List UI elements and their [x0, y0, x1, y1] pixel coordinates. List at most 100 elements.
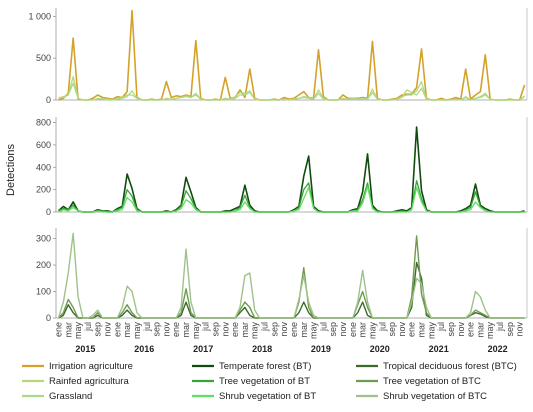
x-tick-label: jul	[260, 322, 270, 332]
legend-label: Rainfed agricultura	[49, 376, 129, 387]
x-tick-label: sep	[505, 322, 515, 337]
x-tick-label: jul	[201, 322, 211, 332]
x-tick-label: sep	[211, 322, 221, 337]
panel-temperate: 0 200 400 600 800	[36, 117, 528, 217]
x-tick-label: ene	[466, 322, 476, 337]
year-label: 2022	[488, 344, 508, 354]
legend-item: Tree vegetation of BTC	[356, 376, 481, 387]
x-tick-label: nov	[279, 322, 289, 337]
x-tick-label: nov	[456, 322, 466, 337]
x-tick-label: ene	[407, 322, 417, 337]
legend-item: Shrub vegetation of BTC	[356, 391, 487, 402]
series-line-shrub-vegetation-of-btc	[57, 232, 525, 319]
x-tick-label: sep	[269, 322, 279, 337]
x-tick-label: ene	[348, 322, 358, 337]
y-tick-label: 100	[36, 287, 51, 297]
y-tick-label: 400	[36, 162, 51, 172]
y-tick-label: 0	[46, 95, 51, 105]
x-tick-label: mar	[63, 322, 73, 338]
x-tick-label: jul	[83, 322, 93, 332]
legend-item: Tree vegetation of BT	[192, 376, 310, 387]
x-tick-label: may	[309, 322, 319, 340]
x-tick-label: may	[250, 322, 260, 340]
y-tick-label: 200	[36, 260, 51, 270]
y-tick-label: 800	[36, 118, 51, 128]
year-label: 2018	[252, 344, 272, 354]
x-tick-label: jul	[377, 322, 387, 332]
legend-label: Tree vegetation of BT	[219, 376, 310, 387]
x-tick-label: ene	[289, 322, 299, 337]
x-tick-label: ene	[54, 322, 64, 337]
panel-agriculture: 0 500 1 000	[28, 8, 528, 105]
legend-label: Tree vegetation of BTC	[383, 376, 481, 387]
series-line-tropical-deciduous-forest-btc-	[58, 261, 525, 319]
y-tick-label: 500	[36, 53, 51, 63]
year-label: 2019	[311, 344, 331, 354]
chart-legend: Irrigation agriculture Temperate forest (…	[22, 361, 517, 402]
x-tick-label: mar	[240, 322, 250, 338]
year-label: 2017	[193, 344, 213, 354]
x-tick-label: ene	[112, 322, 122, 337]
year-label: 2016	[134, 344, 154, 354]
x-tick-label: nov	[103, 322, 113, 337]
y-tick-label: 600	[36, 140, 51, 150]
x-tick-label: jul	[495, 322, 505, 332]
x-tick-label: jul	[436, 322, 446, 332]
y-axis-label: Detections	[5, 144, 17, 196]
x-tick-label: may	[368, 322, 378, 340]
x-tick-label: jul	[142, 322, 152, 332]
legend-label: Tropical deciduous forest (BTC)	[383, 361, 517, 372]
x-tick-label: nov	[220, 322, 230, 337]
x-axis: ene mar may jul sep nov ene mar may jul sep nov ene m…	[54, 322, 525, 354]
legend-label: Temperate forest (BT)	[219, 361, 311, 372]
x-tick-label: ene	[171, 322, 181, 337]
year-label: 2021	[429, 344, 449, 354]
x-tick-label: nov	[515, 322, 525, 337]
x-tick-label: may	[485, 322, 495, 340]
panel-tropical: 0 100 200 300	[36, 228, 528, 323]
series-line-tree-vegetation-of-btc	[57, 235, 525, 319]
x-tick-label: nov	[161, 322, 171, 337]
x-tick-label: ene	[230, 322, 240, 337]
x-tick-label: nov	[397, 322, 407, 337]
legend-label: Irrigation agriculture	[49, 361, 133, 372]
legend-label: Grassland	[49, 391, 92, 402]
x-tick-label: mar	[358, 322, 368, 338]
legend-item: Irrigation agriculture	[22, 361, 133, 372]
legend-item: Temperate forest (BT)	[192, 361, 311, 372]
y-tick-label: 200	[36, 185, 51, 195]
y-tick-label: 1 000	[28, 11, 51, 21]
year-label: 2020	[370, 344, 390, 354]
x-tick-label: mar	[299, 322, 309, 338]
x-tick-label: sep	[93, 322, 103, 337]
x-tick-label: may	[132, 322, 142, 340]
series-line-grassland	[58, 80, 525, 101]
x-tick-label: sep	[446, 322, 456, 337]
y-tick-label: 0	[46, 207, 51, 217]
x-tick-label: may	[73, 322, 83, 340]
x-tick-label: sep	[387, 322, 397, 337]
series-line-tree-vegetation-of-bt	[58, 180, 525, 213]
series-line-shrub-vegetation-of-bt	[58, 185, 525, 213]
x-tick-label: sep	[328, 322, 338, 337]
x-tick-label: mar	[475, 322, 485, 338]
legend-item: Tropical deciduous forest (BTC)	[356, 361, 517, 372]
x-tick-label: mar	[417, 322, 427, 338]
legend-item: Grassland	[22, 391, 92, 402]
legend-item: Shrub vegetation of BT	[192, 391, 316, 402]
legend-item: Rainfed agricultura	[22, 376, 129, 387]
year-label: 2015	[75, 344, 95, 354]
x-tick-label: mar	[181, 322, 191, 338]
series-line-irrigation-agriculture	[58, 9, 526, 101]
x-tick-label: jul	[318, 322, 328, 332]
x-tick-label: mar	[122, 322, 132, 338]
legend-label: Shrub vegetation of BT	[219, 391, 316, 402]
x-tick-label: sep	[152, 322, 162, 337]
x-tick-label: nov	[338, 322, 348, 337]
chart-panels: 0 500 1 000 0 200 400 600 800 0 100 200 300	[28, 8, 528, 323]
y-tick-label: 0	[46, 313, 51, 323]
y-tick-label: 300	[36, 234, 51, 244]
x-tick-label: may	[426, 322, 436, 340]
legend-label: Shrub vegetation of BTC	[383, 391, 487, 402]
